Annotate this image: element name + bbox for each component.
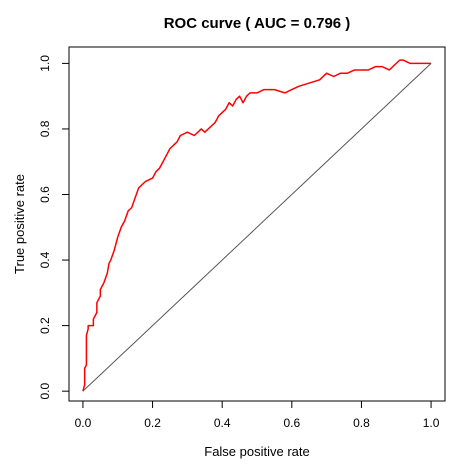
x-axis: 0.0 0.2 0.4 0.6 0.8 1.0 bbox=[75, 400, 440, 430]
y-axis: 0.0 0.2 0.4 0.6 0.8 1.0 bbox=[38, 55, 70, 400]
y-tick-label: 1.0 bbox=[38, 55, 52, 72]
chart-title: ROC curve ( AUC = 0.796 ) bbox=[164, 15, 351, 32]
y-tick-label: 0.4 bbox=[38, 251, 52, 268]
x-tick-label: 0.6 bbox=[283, 416, 300, 430]
series-layer bbox=[82, 59, 432, 392]
y-tick-label: 0.2 bbox=[38, 317, 52, 334]
x-tick-label: 0.4 bbox=[214, 416, 231, 430]
y-axis-label: True positive rate bbox=[12, 174, 27, 274]
x-tick-label: 0.8 bbox=[353, 416, 370, 430]
y-tick-label: 0.8 bbox=[38, 120, 52, 137]
y-tick-label: 0.0 bbox=[38, 383, 52, 400]
plot-frame bbox=[68, 46, 446, 402]
x-tick-label: 0.0 bbox=[75, 416, 92, 430]
diagonal-reference-line bbox=[82, 63, 432, 392]
x-tick-label: 0.2 bbox=[144, 416, 161, 430]
x-tick-label: 1.0 bbox=[423, 416, 440, 430]
x-axis-label: False positive rate bbox=[204, 444, 310, 459]
y-tick-label: 0.6 bbox=[38, 186, 52, 203]
roc-curve-line bbox=[82, 59, 432, 392]
